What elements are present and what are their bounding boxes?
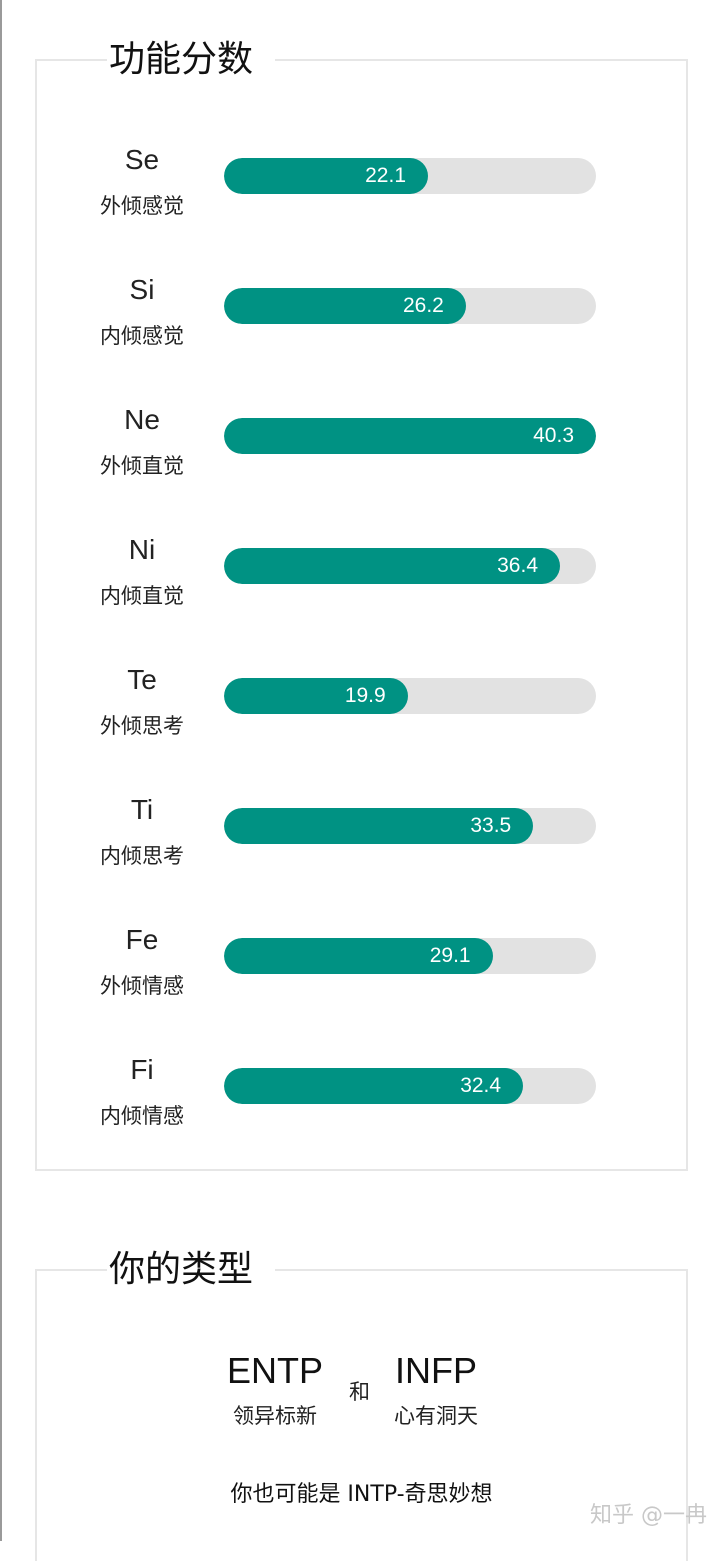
function-code: Ni bbox=[128, 534, 156, 565]
watermark: 知乎 @一冉 bbox=[590, 1503, 707, 1528]
your-type-card: 你的类型 ENTP 领异标新 和 INFP 心有洞天 你也可能是 INTP-奇思… bbox=[35, 1245, 688, 1561]
primary-type-code: ENTP bbox=[227, 1350, 324, 1391]
score-value: 40.3 bbox=[533, 424, 574, 447]
function-row-fe: Fe 外倾情感 29.1 bbox=[37, 923, 686, 1053]
function-row-se: Se 外倾感觉 22.1 bbox=[37, 143, 686, 273]
score-bar-track: 32.4 bbox=[224, 1068, 596, 1104]
score-value: 33.5 bbox=[470, 814, 512, 837]
function-row-fi: Fi 内倾情感 32.4 bbox=[37, 1053, 686, 1183]
function-code: Te bbox=[127, 664, 157, 695]
score-bar-track: 40.3 bbox=[224, 418, 596, 454]
function-code: Ne bbox=[124, 404, 160, 435]
score-value: 26.2 bbox=[402, 294, 444, 317]
function-code: Si bbox=[129, 274, 155, 305]
secondary-type: INFP 心有洞天 bbox=[394, 1349, 478, 1431]
score-bar-track: 33.5 bbox=[224, 808, 596, 844]
function-name: 内倾思考 bbox=[100, 844, 184, 868]
score-bar-track: 22.1 bbox=[224, 158, 596, 194]
function-scores-title: 功能分数 bbox=[107, 35, 276, 85]
score-bar-fill: 22.1 bbox=[224, 158, 428, 194]
function-row-ti: Ti 内倾思考 33.5 bbox=[37, 793, 686, 923]
score-bar-fill: 33.5 bbox=[224, 808, 534, 844]
score-bar-track: 36.4 bbox=[224, 548, 596, 584]
function-name: 内倾情感 bbox=[100, 1104, 184, 1128]
your-type-title: 你的类型 bbox=[107, 1245, 276, 1295]
function-code: Ti bbox=[130, 794, 154, 825]
function-name: 外倾思考 bbox=[100, 714, 184, 738]
score-bar-fill: 19.9 bbox=[224, 678, 408, 714]
score-bar-fill: 26.2 bbox=[224, 288, 466, 324]
function-row-ni: Ni 内倾直觉 36.4 bbox=[37, 533, 686, 663]
function-name: 内倾直觉 bbox=[100, 584, 184, 608]
score-bar-fill: 29.1 bbox=[224, 938, 493, 974]
score-bar-track: 19.9 bbox=[224, 678, 596, 714]
score-bar-fill: 36.4 bbox=[224, 548, 560, 584]
primary-type: ENTP 领异标新 bbox=[227, 1349, 323, 1431]
function-scores-card: 功能分数 Se 外倾感觉 22.1 Si 内倾感觉 26.2 Ne 外倾直觉 4… bbox=[35, 35, 688, 1171]
left-edge bbox=[0, 0, 2, 1541]
function-name: 外倾情感 bbox=[100, 974, 184, 998]
function-code: Fi bbox=[130, 1054, 154, 1085]
function-code: Se bbox=[124, 144, 160, 175]
score-value: 29.1 bbox=[429, 944, 471, 967]
function-name: 外倾直觉 bbox=[100, 454, 184, 478]
score-value: 19.9 bbox=[344, 684, 386, 707]
function-row-te: Te 外倾思考 19.9 bbox=[37, 663, 686, 793]
score-bar-fill: 40.3 bbox=[224, 418, 596, 454]
score-bar-track: 29.1 bbox=[224, 938, 596, 974]
primary-type-desc: 领异标新 bbox=[233, 1404, 317, 1428]
score-value: 22.1 bbox=[365, 164, 406, 187]
secondary-type-code: INFP bbox=[394, 1350, 477, 1391]
score-bar-track: 26.2 bbox=[224, 288, 596, 324]
function-name: 内倾感觉 bbox=[100, 324, 184, 348]
function-row-si: Si 内倾感觉 26.2 bbox=[37, 273, 686, 403]
function-row-ne: Ne 外倾直觉 40.3 bbox=[37, 403, 686, 533]
type-connector: 和 bbox=[349, 1380, 370, 1404]
function-name: 外倾感觉 bbox=[100, 194, 184, 218]
also-possible-text: 你也可能是 INTP-奇思妙想 bbox=[230, 1482, 493, 1507]
function-code: Fe bbox=[125, 924, 159, 955]
score-value: 36.4 bbox=[497, 554, 538, 577]
score-value: 32.4 bbox=[460, 1074, 502, 1097]
secondary-type-desc: 心有洞天 bbox=[394, 1404, 478, 1428]
score-bar-fill: 32.4 bbox=[224, 1068, 524, 1104]
